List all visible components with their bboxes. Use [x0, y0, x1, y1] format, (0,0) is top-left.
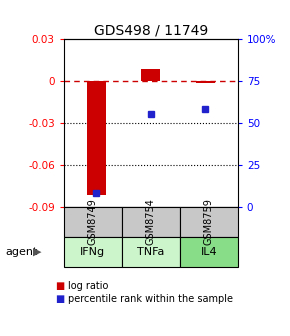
Text: IFNg: IFNg — [80, 247, 105, 257]
Text: GSM8749: GSM8749 — [88, 198, 98, 245]
Text: GSM8754: GSM8754 — [146, 198, 156, 245]
Text: IL4: IL4 — [200, 247, 217, 257]
Text: TNFa: TNFa — [137, 247, 164, 257]
Bar — [196, 81, 215, 83]
Text: percentile rank within the sample: percentile rank within the sample — [68, 294, 233, 304]
Text: ■: ■ — [55, 294, 64, 304]
Text: ■: ■ — [55, 281, 64, 291]
Bar — [141, 70, 160, 81]
Text: ▶: ▶ — [33, 247, 42, 257]
Title: GDS498 / 11749: GDS498 / 11749 — [94, 24, 208, 38]
Text: log ratio: log ratio — [68, 281, 108, 291]
Text: GSM8759: GSM8759 — [204, 198, 214, 245]
Text: agent: agent — [6, 247, 38, 257]
Bar — [87, 81, 106, 196]
